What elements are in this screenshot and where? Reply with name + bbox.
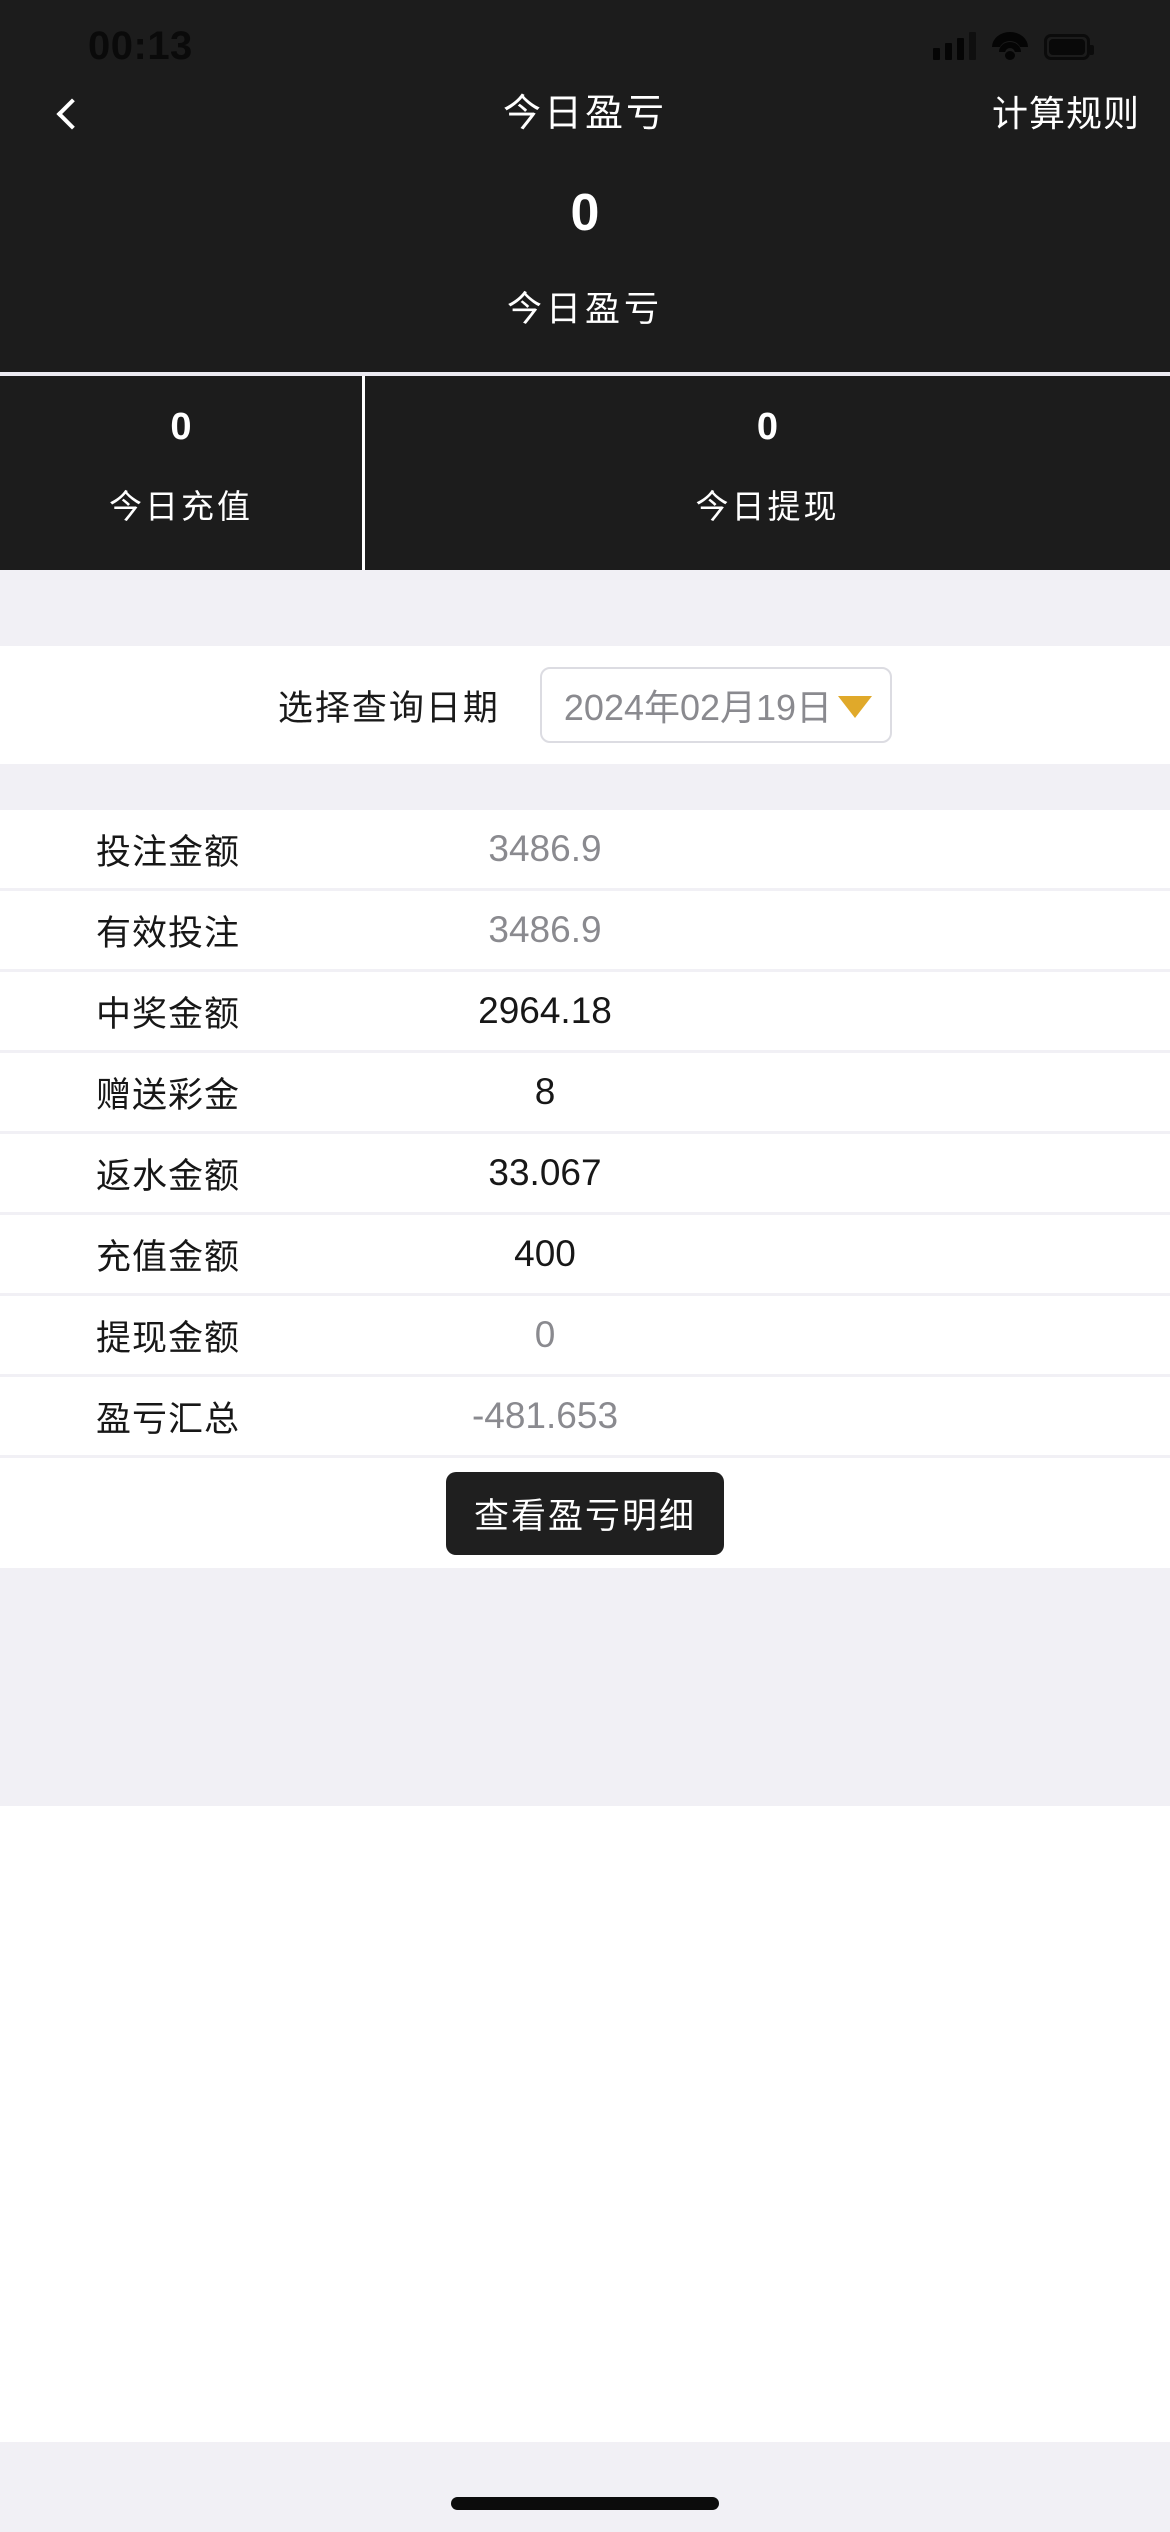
status-bar-clock: 00:13 [88,24,193,68]
stat-card-today-deposit[interactable]: 0 今日充值 [0,376,362,570]
signal-bars-icon [933,32,976,60]
row-value: 3486.9 [488,828,602,869]
stat-card-today-withdraw[interactable]: 0 今日提现 [365,376,1170,570]
status-bar-indicators [933,26,1094,60]
today-profit-hero: 0 今日盈亏 [0,148,1170,372]
list-row: 赠送彩金 8 [0,1053,1170,1134]
today-profit-label: 今日盈亏 [506,290,663,329]
row-value: 400 [514,1233,576,1274]
row-label: 有效投注 [96,913,241,953]
dark-header-block: 00:13 今日盈亏 计算规则 0 今日盈亏 [0,0,1170,372]
today-stats-row: 0 今日充值 0 今日提现 [0,376,1170,570]
navigation-bar: 今日盈亏 计算规则 [0,80,1170,148]
date-picker-value: 2024年02月19日 [563,687,833,728]
row-label: 投注金额 [96,832,241,872]
date-picker-input[interactable]: 2024年02月19日 [539,667,893,743]
date-query-row: 选择查询日期 2024年02月19日 [0,646,1170,764]
date-picker-label: 选择查询日期 [277,688,500,728]
list-row: 提现金额 0 [0,1296,1170,1377]
row-label: 返水金额 [96,1156,241,1196]
list-row: 投注金额 3486.9 [0,810,1170,891]
stat-value: 0 [756,406,779,448]
spacer-band-mid [0,764,1170,810]
calculation-rules-button[interactable]: 计算规则 [991,93,1140,134]
row-value: 33.067 [488,1152,602,1193]
row-value: 3486.9 [488,909,602,950]
spacer-band-top [0,570,1170,646]
profit-detail-list: 投注金额 3486.9 有效投注 3486.9 中奖金额 2964.18 赠送彩… [0,810,1170,1568]
row-value: 8 [534,1071,556,1112]
stats-vertical-divider [362,376,365,570]
triangle-down-icon [838,695,873,718]
stat-label: 今日充值 [109,488,253,525]
bottom-filler [0,1568,1170,1806]
list-row: 盈亏汇总 -481.653 [0,1377,1170,1458]
row-label: 充值金额 [96,1237,241,1277]
wifi-icon [992,32,1028,60]
detail-button-row: 查看盈亏明细 [0,1458,1170,1568]
home-indicator-area [0,2442,1170,2532]
status-bar: 00:13 [0,0,1170,80]
row-label: 盈亏汇总 [96,1399,241,1439]
page-title: 今日盈亏 [502,93,667,135]
list-row: 充值金额 400 [0,1215,1170,1296]
home-indicator[interactable] [451,2497,719,2510]
list-row: 中奖金额 2964.18 [0,972,1170,1053]
row-value: -481.653 [471,1395,619,1436]
row-label: 中奖金额 [96,994,241,1034]
row-value: 0 [534,1314,556,1355]
list-row: 有效投注 3486.9 [0,891,1170,972]
view-profit-detail-button[interactable]: 查看盈亏明细 [445,1471,724,1555]
row-value: 2964.18 [478,990,612,1031]
battery-icon [1044,34,1094,60]
hero-divider [0,372,1170,376]
row-label: 提现金额 [96,1318,241,1358]
today-profit-value: 0 [570,184,600,242]
row-label: 赠送彩金 [96,1075,241,1115]
list-row: 返水金额 33.067 [0,1134,1170,1215]
stat-label: 今日提现 [695,488,840,525]
stat-value: 0 [170,406,192,448]
